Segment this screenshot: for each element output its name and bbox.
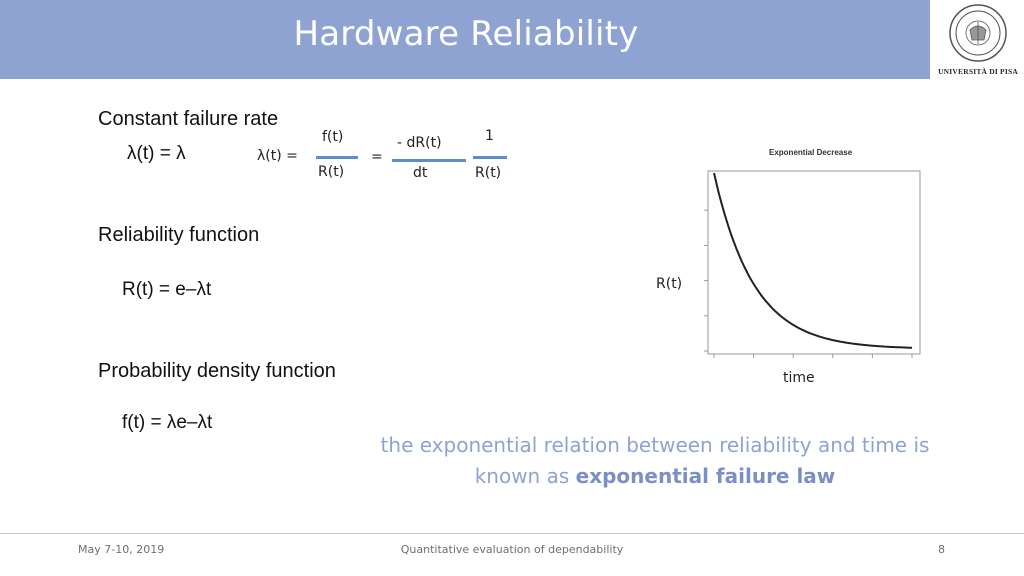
footer-divider	[0, 533, 1024, 534]
footer-page-number: 8	[938, 543, 945, 556]
university-seal-icon	[949, 4, 1007, 62]
fraction3-bar	[473, 156, 507, 159]
note-line2-prefix: known as	[474, 464, 576, 488]
fraction2-bar	[392, 159, 466, 162]
note-line1: the exponential relation between reliabi…	[380, 433, 930, 457]
chart-title: Exponential Decrease	[769, 148, 853, 157]
fraction1-denominator: R(t)	[318, 164, 345, 180]
chart-ylabel: R(t)	[656, 276, 683, 292]
logo-caption: UNIVERSITÀ DI PISA	[938, 67, 1018, 76]
equals-sign: =	[371, 149, 383, 165]
exponential-decrease-chart	[704, 170, 921, 358]
note-line2-bold: exponential failure law	[575, 464, 836, 488]
chart-frame	[707, 170, 921, 355]
fraction1-bar	[316, 156, 358, 159]
lambda-definition-lhs: λ(t) =	[257, 148, 298, 164]
fraction3-denominator: R(t)	[475, 165, 502, 181]
equation-lambda-constant: λ(t) = λ	[127, 143, 186, 164]
fraction2-denominator: dt	[413, 165, 428, 181]
header-bar	[0, 0, 930, 79]
exponential-law-note: the exponential relation between reliabi…	[350, 430, 960, 492]
chart-xlabel: time	[783, 370, 815, 386]
heading-constant-failure-rate: Constant failure rate	[98, 108, 279, 130]
chart-ticks	[704, 209, 913, 358]
note-line2: known as exponential failure law	[350, 461, 960, 492]
fraction1-numerator: f(t)	[322, 129, 344, 145]
fraction3-numerator: 1	[485, 128, 494, 144]
fraction2-numerator: - dR(t)	[397, 135, 442, 151]
footer-course: Quantitative evaluation of dependability	[400, 543, 624, 556]
equation-pdf: f(t) = λe–λt	[122, 412, 213, 433]
heading-reliability-function: Reliability function	[98, 224, 260, 246]
slide-title: Hardware Reliability	[293, 14, 639, 54]
heading-probability-density-function: Probability density function	[98, 360, 336, 382]
footer-date: May 7-10, 2019	[78, 543, 165, 556]
university-logo	[932, 0, 1024, 79]
chart-series-line	[713, 172, 913, 349]
equation-reliability: R(t) = e–λt	[122, 279, 212, 300]
